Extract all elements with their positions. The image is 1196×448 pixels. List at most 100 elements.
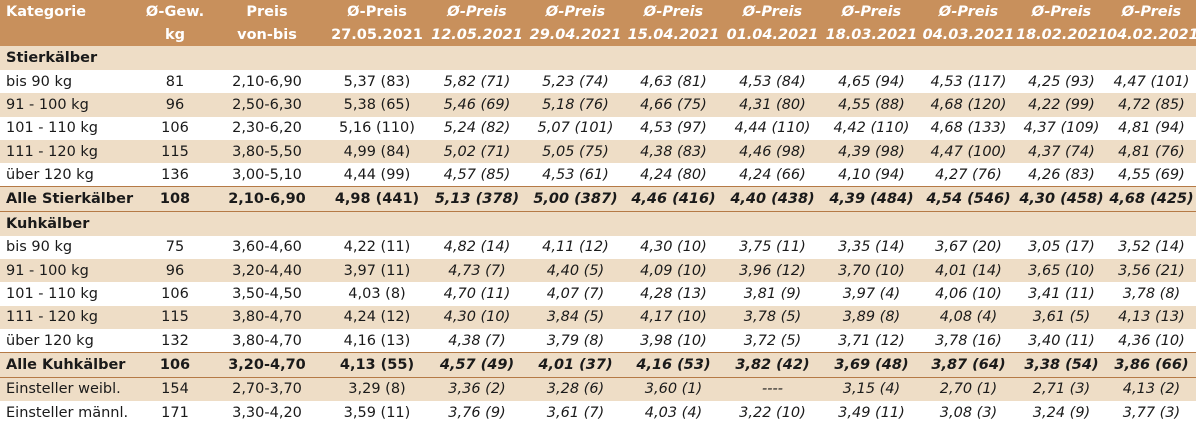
table-cell: 4,16 (13) <box>327 328 427 353</box>
table-cell: 4,11 (12) <box>527 235 624 260</box>
table-cell: 4,42 (110) <box>822 116 921 140</box>
table-cell: 3,96 (12) <box>723 259 822 283</box>
table-cell: 4,10 (94) <box>822 163 921 187</box>
table-cell: 3,00-5,10 <box>207 163 327 187</box>
table-cell: 3,36 (2) <box>427 377 527 401</box>
table-cell: 3,97 (11) <box>327 259 427 283</box>
table-cell: 4,44 (99) <box>327 163 427 187</box>
table-cell: 4,09 (10) <box>624 259 723 283</box>
price-table: Kategorie Ø-Gew. Preis Ø-Preis Ø-Preis Ø-Prei… <box>0 0 1196 425</box>
table-cell: 4,22 (99) <box>1016 93 1107 117</box>
table-row: über 120 kg 136 3,00-5,10 4,44 (99) 4,57 (85… <box>0 163 1196 187</box>
table-cell: 4,01 (14) <box>921 259 1016 283</box>
table-cell: 3,69 (48) <box>822 352 921 378</box>
table-cell: 3,61 (5) <box>1016 305 1107 329</box>
table-cell: 4,30 (10) <box>624 235 723 260</box>
table-cell: 3,77 (3) <box>1107 400 1196 425</box>
table-cell: 4,36 (10) <box>1107 328 1196 353</box>
row-label: Alle Stierkälber <box>0 186 143 212</box>
table-cell: 4,24 (80) <box>624 163 723 187</box>
table-cell: 106 <box>143 116 207 140</box>
table-cell: 115 <box>143 305 207 329</box>
table-cell: 5,46 (69) <box>427 93 527 117</box>
table-cell: 4,57 (49) <box>427 352 527 378</box>
table-cell: 5,38 (65) <box>327 93 427 117</box>
table-cell: 4,08 (4) <box>921 305 1016 329</box>
table-cell: 5,00 (387) <box>527 186 624 212</box>
column-header-sub: 01.04.2021 <box>723 23 822 46</box>
column-header-sub: 04.03.2021 <box>921 23 1016 46</box>
column-header: Ø-Preis <box>822 0 921 23</box>
table-row: über 120 kg 132 3,80-4,70 4,16 (13) 4,38 (7)… <box>0 328 1196 353</box>
table-cell: 4,81 (94) <box>1107 116 1196 140</box>
column-header-sub: 15.04.2021 <box>624 23 723 46</box>
table-cell: 4,66 (75) <box>624 93 723 117</box>
table-row: bis 90 kg 81 2,10-6,90 5,37 (83) 5,82 (71) 5,… <box>0 70 1196 94</box>
table-cell: 3,38 (54) <box>1016 352 1107 378</box>
table-cell: 2,70-3,70 <box>207 377 327 401</box>
table-cell: 2,50-6,30 <box>207 93 327 117</box>
table-cell: 3,98 (10) <box>624 328 723 353</box>
table-cell: 3,81 (9) <box>723 282 822 306</box>
table-cell: 3,84 (5) <box>527 305 624 329</box>
table-row: 101 - 110 kg 106 3,50-4,50 4,03 (8) 4,70 (11… <box>0 282 1196 306</box>
table-cell: 3,78 (5) <box>723 305 822 329</box>
table-cell: 4,38 (7) <box>427 328 527 353</box>
column-header: Ø-Preis <box>527 0 624 23</box>
table-cell: 5,24 (82) <box>427 116 527 140</box>
table-cell: 3,70 (10) <box>822 259 921 283</box>
table-cell: 4,24 (12) <box>327 305 427 329</box>
table-row: 111 - 120 kg 115 3,80-4,70 4,24 (12) 4,30 (1… <box>0 305 1196 329</box>
row-label: Alle Kuhkälber <box>0 352 143 378</box>
column-header-sub: 04.02.2021 <box>1107 23 1196 46</box>
column-header-sub <box>0 23 143 46</box>
column-header: Ø-Preis <box>427 0 527 23</box>
column-header: Ø-Preis <box>723 0 822 23</box>
total-row: Alle Kuhkälber 106 3,20-4,70 4,13 (55) 4,57 … <box>0 352 1196 378</box>
table-cell: 4,40 (5) <box>527 259 624 283</box>
table-cell: 4,37 (109) <box>1016 116 1107 140</box>
table-cell: 96 <box>143 259 207 283</box>
table-cell: 81 <box>143 70 207 94</box>
table-cell: 4,07 (7) <box>527 282 624 306</box>
table-cell: 4,46 (98) <box>723 139 822 164</box>
table-cell: 4,53 (84) <box>723 70 822 94</box>
table-cell: 3,50-4,50 <box>207 282 327 306</box>
table-row: Einsteller männl. 171 3,30-4,20 3,59 (11) 3,… <box>0 400 1196 425</box>
table-cell: 3,40 (11) <box>1016 328 1107 353</box>
table-body: Stierkälber bis 90 kg 81 2,10-6,90 5,37 (83)… <box>0 46 1196 425</box>
table-cell: 3,49 (11) <box>822 400 921 425</box>
table-cell: 3,78 (8) <box>1107 282 1196 306</box>
section-header-row: Kuhkälber <box>0 211 1196 236</box>
section-header-row: Stierkälber <box>0 46 1196 70</box>
row-label: 111 - 120 kg <box>0 139 143 164</box>
table-cell: 3,41 (11) <box>1016 282 1107 306</box>
table-cell: 4,30 (458) <box>1016 186 1107 212</box>
table-cell: 4,53 (97) <box>624 116 723 140</box>
table-cell: 3,80-4,70 <box>207 305 327 329</box>
table-cell: 4,63 (81) <box>624 70 723 94</box>
table-cell: 4,01 (37) <box>527 352 624 378</box>
table-cell: 4,65 (94) <box>822 70 921 94</box>
table-cell: 5,07 (101) <box>527 116 624 140</box>
column-header: Ø-Preis <box>624 0 723 23</box>
table-cell: 3,87 (64) <box>921 352 1016 378</box>
table-cell: 3,71 (12) <box>822 328 921 353</box>
table-cell: 4,68 (133) <box>921 116 1016 140</box>
table-cell: 4,03 (8) <box>327 282 427 306</box>
table-cell: 4,39 (484) <box>822 186 921 212</box>
row-label: über 120 kg <box>0 328 143 353</box>
column-header: Ø-Preis <box>327 0 427 23</box>
table-cell: 3,20-4,40 <box>207 259 327 283</box>
table-cell: 4,73 (7) <box>427 259 527 283</box>
table-cell: 4,55 (69) <box>1107 163 1196 187</box>
table-cell: 3,28 (6) <box>527 377 624 401</box>
column-header: Ø-Preis <box>1016 0 1107 23</box>
table-cell: 108 <box>143 186 207 212</box>
table-cell: 4,26 (83) <box>1016 163 1107 187</box>
table-cell: 4,28 (13) <box>624 282 723 306</box>
table-cell: 3,59 (11) <box>327 400 427 425</box>
table-cell: 4,13 (13) <box>1107 305 1196 329</box>
table-cell: 4,13 (55) <box>327 352 427 378</box>
table-cell: 3,82 (42) <box>723 352 822 378</box>
